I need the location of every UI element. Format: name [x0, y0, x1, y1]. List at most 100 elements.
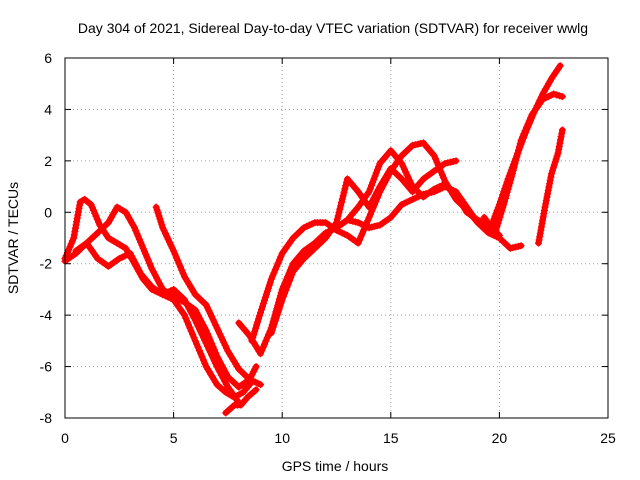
- x-tick-label: 5: [170, 430, 178, 446]
- data-point-marker: [440, 174, 448, 182]
- data-point-marker: [186, 324, 194, 332]
- data-point-marker: [545, 183, 553, 191]
- series-line: [268, 157, 459, 337]
- data-point-marker: [546, 180, 554, 188]
- data-point-marker: [276, 256, 283, 264]
- x-tick-labels: 0 5 10 15 20 25: [61, 430, 616, 446]
- data-point-marker: [90, 206, 97, 214]
- data-point-marker: [248, 337, 256, 345]
- data-point-marker: [369, 178, 377, 186]
- data-point-marker: [372, 169, 380, 177]
- x-tick-label: 15: [383, 430, 399, 446]
- data-point-marker: [273, 311, 281, 319]
- data-point-marker: [537, 93, 545, 101]
- data-point-marker: [263, 334, 271, 342]
- data-point-marker: [151, 271, 159, 279]
- data-point-marker: [267, 329, 275, 337]
- data-point-marker: [494, 219, 502, 227]
- series-group: [152, 203, 264, 389]
- y-tick-label: -6: [40, 359, 53, 375]
- series-line: [487, 62, 564, 231]
- y-tick-labels: -8 -6 -4 -2 0 2 4 6: [40, 50, 53, 426]
- y-tick-label: -2: [40, 256, 53, 272]
- data-point-marker: [287, 274, 295, 282]
- data-point-marker: [198, 353, 206, 361]
- data-point-marker: [502, 181, 510, 189]
- axis-ticks: [64, 57, 609, 419]
- data-point-marker: [255, 315, 262, 323]
- data-point-marker: [554, 149, 562, 157]
- data-point-marker: [154, 277, 162, 285]
- data-point-marker: [374, 166, 381, 174]
- y-tick-label: 2: [44, 153, 52, 169]
- data-point-marker: [283, 283, 291, 291]
- data-point-marker: [65, 246, 73, 254]
- data-point-marker: [285, 277, 293, 285]
- data-point-marker: [200, 356, 207, 364]
- data-point-marker: [131, 224, 138, 232]
- data-point-marker: [533, 102, 541, 110]
- data-point-marker: [260, 296, 268, 304]
- data-point-marker: [546, 176, 554, 184]
- data-point-marker: [264, 284, 272, 292]
- data-point-marker: [257, 381, 264, 389]
- data-point-marker: [553, 152, 561, 160]
- data-point-marker: [190, 334, 198, 342]
- data-point-marker: [174, 257, 182, 264]
- data-point-marker: [138, 241, 146, 249]
- data-point-marker: [335, 209, 343, 216]
- data-point-marker: [495, 231, 503, 239]
- y-axis-label: SDTVAR / TECUs: [5, 182, 21, 294]
- data-point-marker: [558, 126, 566, 134]
- data-point-marker: [271, 266, 279, 273]
- data-point-marker: [368, 207, 376, 215]
- data-point-marker: [170, 247, 178, 255]
- x-tick-label: 0: [61, 430, 69, 446]
- data-point-marker: [268, 326, 276, 334]
- data-point-marker: [259, 300, 267, 307]
- data-point-marker: [251, 327, 259, 335]
- data-point-marker: [154, 209, 162, 217]
- data-point-marker: [536, 229, 544, 237]
- data-point-marker: [70, 234, 78, 242]
- data-point-marker: [190, 313, 198, 321]
- data-point-marker: [175, 260, 183, 268]
- data-point-marker: [253, 321, 261, 329]
- data-point-marker: [204, 330, 211, 338]
- x-axis-label: GPS time / hours: [282, 458, 389, 474]
- data-point-marker: [366, 185, 374, 193]
- series-group: [235, 183, 525, 358]
- data-point-marker: [172, 253, 180, 261]
- data-point-marker: [535, 236, 543, 244]
- data-point-marker: [557, 133, 565, 141]
- data-point-marker: [334, 212, 342, 220]
- data-point-marker: [501, 185, 509, 192]
- data-point-marker: [491, 229, 499, 237]
- data-point-marker: [522, 129, 529, 137]
- data-point-marker: [281, 289, 289, 297]
- data-point-marker: [339, 192, 347, 200]
- data-point-marker: [499, 191, 507, 199]
- data-point-marker: [275, 305, 283, 313]
- data-point-marker: [333, 215, 341, 223]
- data-point-marker: [536, 96, 544, 104]
- data-point-marker: [274, 259, 282, 267]
- data-point-marker: [67, 240, 75, 248]
- data-point-marker: [259, 343, 267, 351]
- series-group: [248, 139, 482, 345]
- data-point-marker: [261, 293, 269, 301]
- data-point-marker: [258, 347, 266, 354]
- data-point-marker: [535, 99, 542, 107]
- data-point-marker: [256, 312, 263, 320]
- data-point-marker: [271, 317, 279, 325]
- data-point-marker: [267, 275, 275, 283]
- data-point-marker: [270, 320, 278, 328]
- data-point-marker: [540, 210, 548, 218]
- series-line: [235, 183, 525, 357]
- data-point-marker: [216, 368, 224, 376]
- data-point-marker: [430, 152, 438, 160]
- grid: [65, 58, 608, 418]
- data-point-marker: [179, 269, 187, 277]
- x-tick-label: 10: [274, 430, 290, 446]
- data-point-marker: [261, 340, 269, 348]
